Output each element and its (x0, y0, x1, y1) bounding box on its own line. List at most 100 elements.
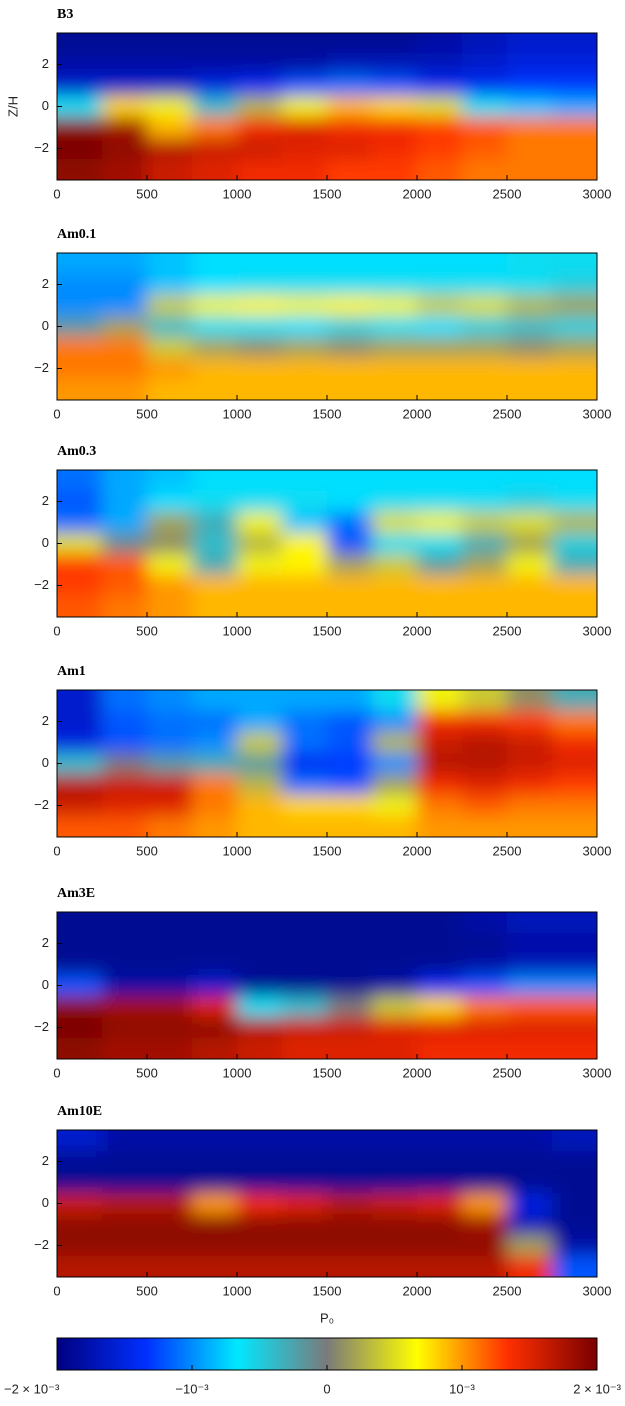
heatmap-cell (327, 253, 373, 275)
heatmap-cell (192, 912, 238, 934)
heatmap-cell (507, 358, 553, 380)
heatmap-cell (282, 1038, 328, 1059)
heatmap-cell (462, 1172, 508, 1194)
heatmap-cell (462, 159, 508, 180)
heatmap-cell (237, 1038, 283, 1059)
heatmap-cell (102, 274, 148, 296)
heatmap-cell (417, 912, 463, 934)
heatmap-cell (147, 596, 193, 617)
heatmap-cell (507, 33, 553, 55)
heatmap-cell (57, 316, 103, 338)
heatmap-cell (552, 732, 597, 754)
heatmap-cell (417, 774, 463, 796)
heatmap-cell (282, 358, 328, 380)
heatmap-cells (57, 1130, 597, 1277)
heatmap-cell (192, 1151, 238, 1173)
heatmap-cells (57, 33, 597, 180)
x-tick-label: 1000 (223, 623, 252, 638)
heatmap-cell (192, 996, 238, 1018)
heatmap-cell (552, 470, 597, 492)
heatmap-cell (417, 533, 463, 555)
heatmap-cell (102, 1214, 148, 1236)
heatmap-cell (237, 117, 283, 139)
heatmap-cell (282, 138, 328, 160)
heatmap-cell (372, 1017, 418, 1039)
heatmap-cell (57, 274, 103, 296)
heatmap-cell (417, 816, 463, 837)
heatmap-cell (147, 732, 193, 754)
heatmap-cell (507, 316, 553, 338)
heatmap-cell (327, 912, 373, 934)
heatmap-cell (417, 575, 463, 597)
heatmap-cell (237, 912, 283, 934)
heatmap-cell (57, 295, 103, 317)
heatmap-cell (462, 1017, 508, 1039)
heatmap-cell (372, 54, 418, 76)
heatmap-cell (237, 1130, 283, 1152)
heatmap-cell (417, 159, 463, 180)
heatmap-cell (147, 75, 193, 97)
colorbar-tick-label: −10⁻³ (175, 1381, 209, 1396)
heatmap-cell (102, 253, 148, 275)
heatmap-cell (327, 379, 373, 400)
heatmap-cell (372, 753, 418, 775)
y-tick-label: 0 (42, 318, 49, 333)
heatmap-cell (237, 1256, 283, 1277)
heatmap-cell (282, 1130, 328, 1152)
heatmap-cells (57, 253, 597, 400)
heatmap-cell (462, 596, 508, 617)
heatmap-cell (282, 996, 328, 1018)
heatmap-cell (237, 1235, 283, 1257)
heatmap-cell (282, 1151, 328, 1173)
y-tick-label: 2 (42, 713, 49, 728)
heatmap-cell (282, 912, 328, 934)
heatmap-cell (507, 274, 553, 296)
heatmap-cell (57, 54, 103, 76)
heatmap-cell (417, 491, 463, 513)
heatmap-cell (462, 954, 508, 976)
heatmap-cell (147, 295, 193, 317)
heatmap-cell (57, 711, 103, 733)
x-tick-label: 500 (136, 843, 158, 858)
heatmap-cell (282, 954, 328, 976)
heatmap-cell (57, 491, 103, 513)
heatmap-cell (282, 1256, 328, 1277)
heatmap-cell (102, 379, 148, 400)
heatmap-cell (462, 295, 508, 317)
heatmap-cell (192, 295, 238, 317)
heatmap-cell (552, 54, 597, 76)
heatmap-cell (462, 753, 508, 775)
heatmap-cell (327, 975, 373, 997)
heatmap-cell (147, 1038, 193, 1059)
heatmap-cell (147, 316, 193, 338)
heatmap-cell (327, 795, 373, 817)
heatmap-cell (372, 316, 418, 338)
heatmap-cell (372, 512, 418, 534)
heatmap-cell (552, 253, 597, 275)
heatmap-cell (507, 996, 553, 1018)
heatmap-cell (282, 1214, 328, 1236)
x-tick-label: 1500 (313, 843, 342, 858)
heatmap-cell (417, 1214, 463, 1236)
heatmap-cell (327, 596, 373, 617)
heatmap-cell (147, 753, 193, 775)
plot-area (57, 690, 597, 837)
heatmap-cell (552, 159, 597, 180)
heatmap-cell (327, 295, 373, 317)
heatmap-cell (417, 933, 463, 955)
heatmap-cell (237, 795, 283, 817)
heatmap-cell (552, 1151, 597, 1173)
heatmap-cell (507, 774, 553, 796)
heatmap-cell (507, 690, 553, 712)
heatmap-cell (192, 138, 238, 160)
y-tick-label: 2 (42, 56, 49, 71)
heatmap-cell (102, 75, 148, 97)
heatmap-cell (147, 138, 193, 160)
heatmap-cell (147, 711, 193, 733)
x-tick-label: 500 (136, 1065, 158, 1080)
heatmap-cell (552, 816, 597, 837)
heatmap-cell (192, 1017, 238, 1039)
x-tick-label: 0 (53, 406, 60, 421)
heatmap-cell (192, 774, 238, 796)
